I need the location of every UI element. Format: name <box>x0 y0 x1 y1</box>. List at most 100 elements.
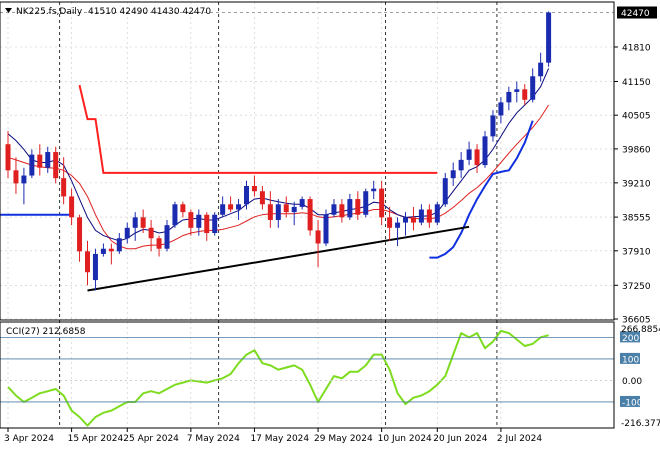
cci-title: CCI(27) 212.6858 <box>6 327 86 337</box>
bull-candle <box>164 225 170 249</box>
bear-candle <box>307 199 313 231</box>
bull-candle <box>418 209 424 223</box>
price-tick-label: 39860 <box>622 145 651 155</box>
bull-candle <box>371 188 377 192</box>
bear-candle <box>379 188 385 218</box>
bull-candle <box>291 206 297 213</box>
bear-candle <box>77 217 83 252</box>
chart-title: NK225.fs,Daily <box>16 7 83 17</box>
bull-candle <box>21 175 27 184</box>
bear-candle <box>13 170 19 184</box>
bull-candle <box>403 217 408 223</box>
bull-candle <box>363 191 369 215</box>
bull-candle <box>29 154 35 176</box>
bull-candle <box>244 185 249 205</box>
cci-level-box <box>620 352 640 364</box>
time-tick-label: 2 Jul 2024 <box>497 434 542 444</box>
bear-candle <box>228 204 234 210</box>
cci-level-label: -100 <box>622 398 643 408</box>
bull-candle <box>236 204 242 210</box>
bull-candle <box>434 204 440 223</box>
bull-candle <box>498 102 504 116</box>
bull-candle <box>323 214 329 244</box>
bull-candle <box>442 178 448 205</box>
bear-candle <box>188 212 194 228</box>
bear-candle <box>5 144 11 171</box>
bull-candle <box>45 152 51 168</box>
last-price-box <box>617 6 657 19</box>
bear-candle <box>69 196 75 218</box>
bull-candle <box>132 217 138 228</box>
candlestick-series <box>5 11 552 291</box>
bull-candle <box>299 199 305 207</box>
long-moving-average <box>429 120 534 259</box>
cci-level-box <box>620 395 640 407</box>
price-tick-label: 40505 <box>622 112 651 122</box>
bear-candle <box>53 152 59 179</box>
bull-candle <box>100 248 106 254</box>
bull-candle <box>450 170 456 179</box>
bull-candle <box>92 253 98 281</box>
last-price-label: 42470 <box>621 9 650 19</box>
bull-candle <box>395 222 401 228</box>
bull-candle <box>347 199 353 218</box>
bull-candle <box>458 159 464 171</box>
price-tick-label: 39210 <box>622 179 651 189</box>
bear-candle <box>426 209 432 223</box>
bear-candle <box>355 199 361 215</box>
cci-level-label: 100 <box>622 355 639 365</box>
cci-panel-frame <box>0 321 615 429</box>
bull-candle <box>538 62 544 77</box>
time-tick-label: 29 May 2024 <box>314 434 373 444</box>
price-axis-labels: 42470 41810 41150 40505 39860 39210 38555 37910… <box>614 6 657 326</box>
bull-candle <box>196 214 202 228</box>
cci-line <box>7 329 549 427</box>
bull-candle <box>506 91 512 103</box>
bear-candle <box>339 204 345 218</box>
price-tick-label: 38555 <box>622 214 651 224</box>
bear-candle <box>267 204 273 220</box>
price-tick-label: 37250 <box>622 282 651 292</box>
bull-candle <box>124 227 130 239</box>
bear-candle <box>259 191 265 205</box>
cci-level-label: 0.00 <box>622 377 642 387</box>
bear-candle <box>156 238 162 249</box>
cci-bottom-label: -216.377 <box>621 419 660 429</box>
cci-level-label: 200 <box>622 334 639 344</box>
bull-candle <box>546 12 552 63</box>
bull-candle <box>172 204 178 226</box>
bull-candle <box>220 204 226 215</box>
bear-candle <box>522 89 528 100</box>
bull-candle <box>466 149 472 160</box>
cci-panel: 200 100 0.00 -100 266.8854 -216.377 <box>0 325 660 429</box>
bear-candle <box>180 204 186 213</box>
time-tick-label: 20 Jun 2024 <box>433 434 487 444</box>
bear-candle <box>61 178 67 197</box>
price-tick-label: 37910 <box>622 247 651 257</box>
bull-candle <box>116 238 122 252</box>
ohlc-header: 41510 42490 41430 42470 <box>88 7 211 17</box>
dropdown-triangle-icon[interactable] <box>5 8 12 13</box>
bear-candle <box>410 217 416 223</box>
bear-candle <box>251 185 257 192</box>
bear-candle <box>387 217 393 228</box>
bear-candle <box>315 230 321 244</box>
main-panel-frame <box>0 1 615 321</box>
bull-candle <box>482 136 488 166</box>
bear-candle <box>474 149 480 166</box>
time-tick-label: 17 May 2024 <box>250 434 309 444</box>
bull-candle <box>514 89 520 92</box>
bear-candle <box>204 214 210 234</box>
price-tick-label: 41150 <box>622 78 651 88</box>
cci-level-box <box>620 331 640 343</box>
cci-top-label: 266.8854 <box>621 325 660 335</box>
bull-candle <box>331 204 337 215</box>
price-tick-label: 36605 <box>622 316 651 326</box>
stop-resistance-line <box>78 84 438 174</box>
bear-candle <box>140 217 146 228</box>
price-tick-label: 41810 <box>622 43 651 53</box>
bull-candle <box>490 115 496 137</box>
time-tick-label: 10 Jun 2024 <box>378 434 432 444</box>
